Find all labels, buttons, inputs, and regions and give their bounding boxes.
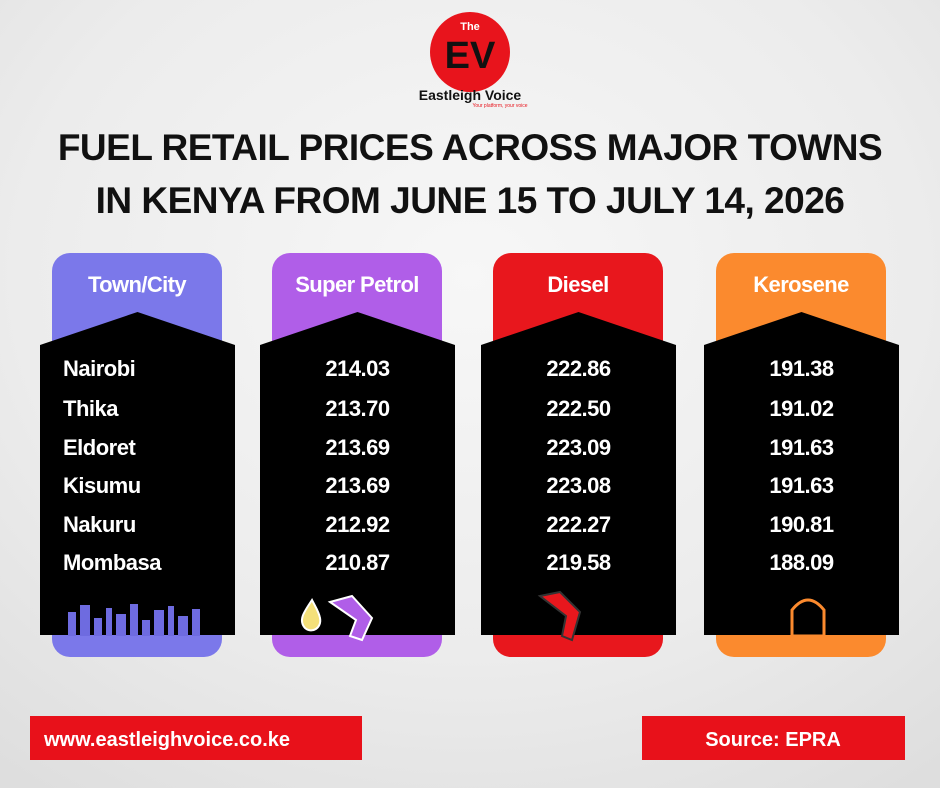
- column-body: [704, 312, 899, 635]
- price: 223.08: [546, 473, 611, 498]
- price: 219.58: [546, 550, 611, 575]
- building: [142, 620, 150, 636]
- price: 213.69: [325, 435, 390, 460]
- lamp-icon: [790, 598, 826, 638]
- town-name: Thika: [63, 396, 119, 421]
- price: 223.09: [546, 435, 611, 460]
- column-body: [260, 312, 455, 635]
- website: www.eastleighvoice.co.ke: [43, 729, 290, 751]
- building: [168, 606, 174, 636]
- building: [192, 609, 200, 636]
- logo-initials: EV: [445, 35, 496, 77]
- table: Town/City Nairobi Thika Eldoret Kisumu Nakuru…: [40, 253, 899, 657]
- building: [116, 614, 126, 636]
- price: 213.69: [325, 473, 390, 498]
- title-line: IN KENYA FROM JUNE 15 TO JULY 14, 2026: [96, 180, 845, 221]
- column-header: Kerosene: [753, 272, 849, 297]
- title-line: FUEL RETAIL PRICES ACROSS MAJOR TOWNS: [58, 127, 882, 168]
- price: 214.03: [325, 356, 390, 381]
- building: [106, 608, 112, 636]
- column-body: [40, 312, 235, 635]
- building: [154, 610, 164, 636]
- source: Source: EPRA: [705, 729, 841, 751]
- price: 222.27: [546, 512, 611, 537]
- building: [178, 616, 188, 636]
- price: 191.02: [769, 396, 834, 421]
- nozzle-icon: [537, 590, 582, 642]
- column-header: Super Petrol: [295, 272, 419, 297]
- logo-circle: [430, 12, 510, 92]
- price: 222.50: [546, 396, 611, 421]
- price: 213.70: [325, 396, 390, 421]
- town-name: Kisumu: [63, 473, 141, 498]
- price: 210.87: [325, 550, 390, 575]
- logo-name: Eastleigh Voice: [419, 87, 522, 103]
- logo-tagline: Your platform, your voice: [472, 103, 527, 109]
- column-header: Diesel: [547, 272, 608, 297]
- logo: The EV Eastleigh Voice Your platform, yo…: [419, 12, 528, 109]
- price: 190.81: [769, 512, 834, 537]
- source-box: [642, 716, 905, 760]
- logo-prefix: The: [460, 21, 480, 33]
- column: Town/City Nairobi Thika Eldoret Kisumu Nakuru…: [40, 253, 235, 657]
- building: [68, 612, 76, 636]
- drop-icon: [301, 598, 322, 632]
- town-name: Eldoret: [63, 435, 136, 460]
- building: [130, 604, 138, 636]
- price: 212.92: [325, 512, 390, 537]
- building: [94, 618, 102, 636]
- town-name: Nairobi: [63, 356, 135, 381]
- price: 191.63: [769, 473, 834, 498]
- price: 191.38: [769, 356, 834, 381]
- column: Kerosene 191.38 191.02 191.63 191.63 190.81 18…: [704, 253, 899, 657]
- town-name: Nakuru: [63, 512, 136, 537]
- price: 222.86: [546, 356, 611, 381]
- price: 191.63: [769, 435, 834, 460]
- column-body: [481, 312, 676, 635]
- website-box: [30, 716, 362, 760]
- column-header: Town/City: [88, 272, 187, 297]
- nozzle-icon: [327, 594, 374, 642]
- price: 188.09: [769, 550, 834, 575]
- column: Super Petrol 214.03 213.70 213.69 213.69 212.…: [260, 253, 455, 657]
- column: Diesel 222.86 222.50 223.09 223.08 222.27 219.…: [481, 253, 676, 657]
- building: [80, 605, 90, 636]
- skyline-icon: [68, 604, 200, 636]
- town-name: Mombasa: [63, 550, 162, 575]
